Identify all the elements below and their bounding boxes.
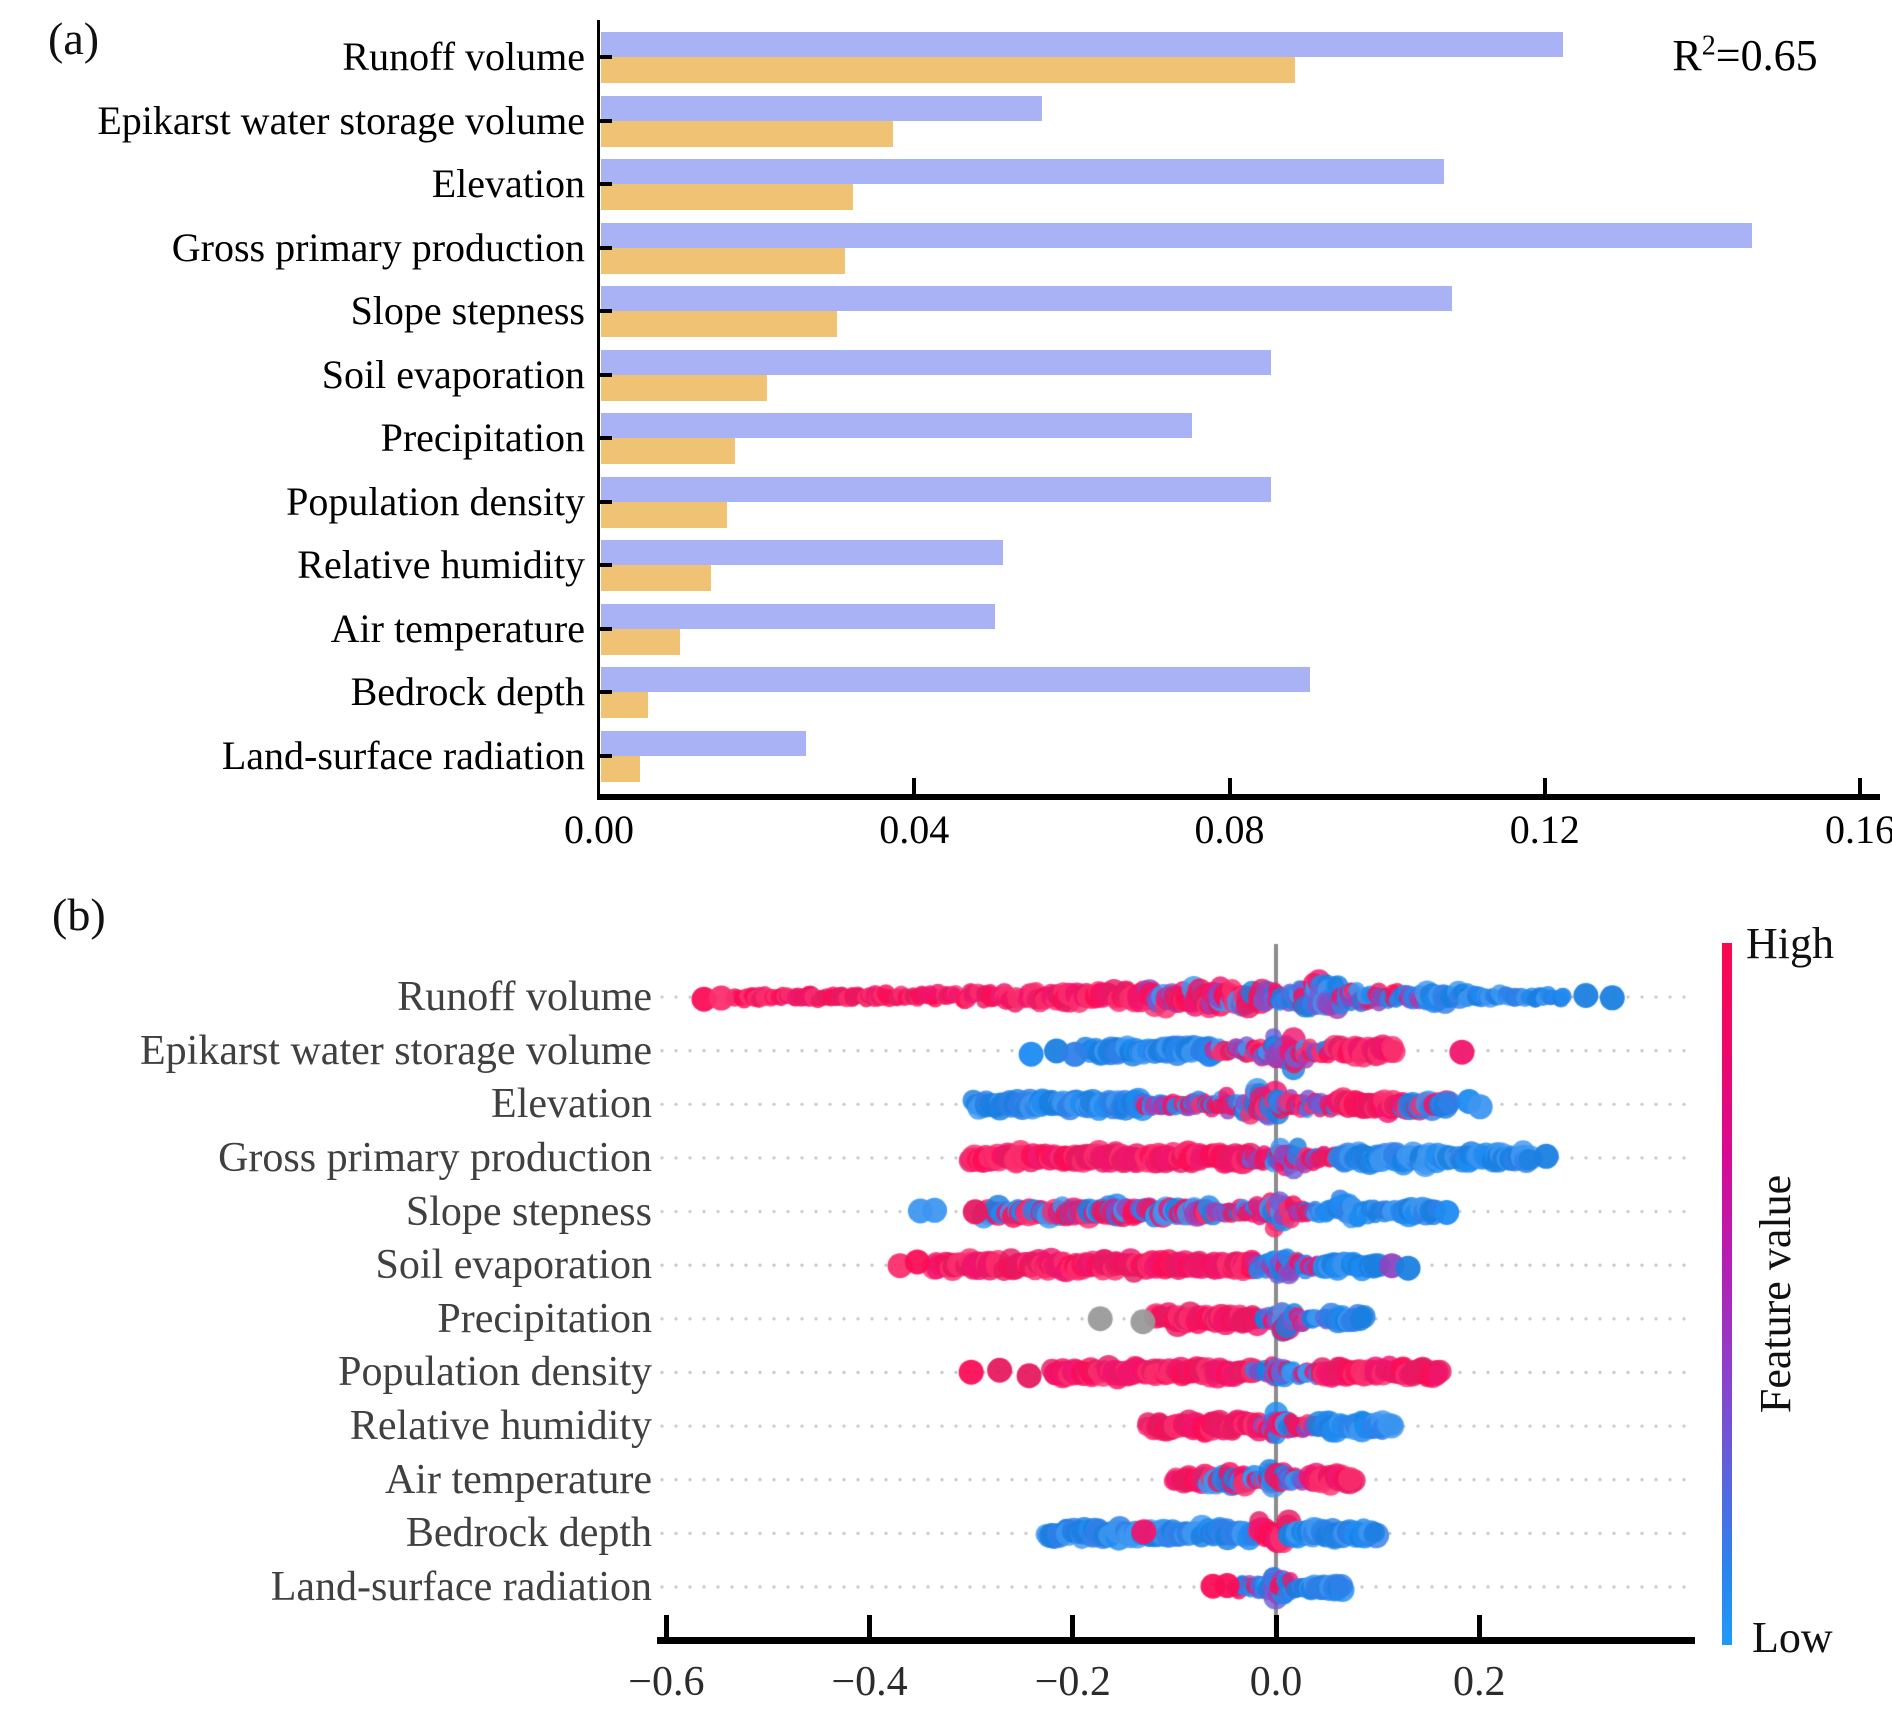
importance-bar-blue <box>601 540 1003 565</box>
importance-bar-orange <box>601 692 649 718</box>
y-axis-tick <box>599 626 612 631</box>
beeswarm-row-label: Relative humidity <box>349 1403 652 1450</box>
beeswarm-row-label: Gross primary production <box>218 1134 652 1181</box>
beeswarm-row-label: Soil evaporation <box>375 1242 652 1289</box>
bar-row-label: Relative humidity <box>297 542 585 587</box>
importance-bar-orange <box>601 120 893 147</box>
bar-row-label: Land-surface radiation <box>221 732 585 778</box>
importance-bar-blue <box>601 159 1445 184</box>
importance-bar-orange <box>601 755 641 782</box>
importance-bar-orange <box>601 628 680 655</box>
x-axis-tick-label-b: −0.2 <box>1034 1659 1111 1705</box>
importance-bar-blue <box>601 413 1193 438</box>
bar-row-label: Soil evaporation <box>321 351 585 397</box>
bar-row-label: Bedrock depth <box>350 669 585 714</box>
feature-value-colorbar <box>1722 943 1732 1645</box>
x-axis-tick-label-a: 0.00 <box>564 807 634 852</box>
beeswarm-row-label: Population density <box>338 1349 652 1396</box>
y-axis-spine <box>597 20 600 800</box>
bar-row-label: Elevation <box>431 161 585 206</box>
beeswarm-row-label: Bedrock depth <box>405 1510 652 1557</box>
x-axis-tick-b <box>1273 1615 1279 1637</box>
panel-a-tag: (a) <box>48 13 100 64</box>
bar-row-label: Gross primary production <box>171 224 585 270</box>
y-axis-tick <box>599 690 612 694</box>
importance-bar-orange <box>601 57 1295 83</box>
x-axis-tick-a <box>912 778 917 794</box>
x-axis-tick-b <box>663 1615 669 1637</box>
y-axis-tick <box>599 245 612 250</box>
x-axis-tick-label-b: −0.6 <box>628 1659 705 1705</box>
importance-bar-blue <box>601 730 806 756</box>
importance-bar-orange <box>601 184 854 210</box>
colorbar-low-label: Low <box>1752 1613 1833 1662</box>
x-axis-tick-a <box>1858 778 1862 794</box>
x-axis-tick-label-a: 0.16 <box>1825 807 1892 852</box>
importance-bar-blue <box>601 603 996 629</box>
bar-row-label: Slope stepness <box>350 288 585 333</box>
x-axis-tick-label-b: 0.2 <box>1452 1659 1506 1705</box>
importance-bar-orange <box>601 565 712 591</box>
y-axis-tick <box>599 563 612 567</box>
bar-row-label: Air temperature <box>330 605 585 651</box>
beeswarm-row-label: Elevation <box>491 1081 652 1128</box>
beeswarm-row-label: Epikarst water storage volume <box>140 1027 652 1074</box>
importance-bar-blue <box>601 667 1311 692</box>
importance-bar-orange <box>601 374 767 401</box>
importance-bar-blue <box>601 476 1271 502</box>
importance-bar-orange <box>601 311 838 337</box>
x-axis-line-b <box>657 1637 1695 1644</box>
y-axis-tick <box>599 118 612 123</box>
x-axis-tick-label-a: 0.12 <box>1509 807 1580 852</box>
importance-bar-orange <box>601 438 735 464</box>
y-axis-tick <box>599 753 612 758</box>
y-axis-tick <box>599 499 612 504</box>
r-squared-annotation: R2=0.65 <box>1615 30 1875 81</box>
x-axis-tick-b <box>867 1615 873 1637</box>
importance-bar-blue <box>601 222 1752 248</box>
x-axis-tick-label-b: −0.4 <box>831 1659 908 1705</box>
y-axis-tick <box>599 309 612 313</box>
x-axis-tick-label-b: 0.0 <box>1249 1659 1303 1705</box>
r2-base: R <box>1672 31 1702 80</box>
importance-bar-blue <box>601 32 1563 57</box>
bar-row-label: Epikarst water storage volume <box>97 97 585 143</box>
beeswarm-row-label: Runoff volume <box>397 974 652 1020</box>
importance-bar-blue <box>601 95 1043 121</box>
importance-bar-blue <box>601 286 1453 311</box>
x-axis-tick-b <box>1070 1615 1076 1637</box>
x-axis-tick-a <box>1227 778 1232 794</box>
beeswarm-row-label: Air temperature <box>384 1456 652 1503</box>
bar-row-label: Precipitation <box>380 415 585 460</box>
x-axis-tick-label-a: 0.04 <box>879 807 950 852</box>
y-axis-tick <box>599 182 612 186</box>
x-axis-tick-b <box>1476 1615 1482 1637</box>
y-axis-tick <box>599 436 612 440</box>
y-axis-tick <box>599 55 612 59</box>
x-axis-line-a <box>597 794 1880 800</box>
beeswarm-row-label: Precipitation <box>437 1295 652 1342</box>
importance-bar-orange <box>601 501 728 528</box>
beeswarm-row-label: Land-surface radiation <box>270 1563 652 1610</box>
colorbar-title: Feature value <box>1751 1174 1800 1414</box>
x-axis-tick-a <box>1542 778 1547 794</box>
y-axis-tick <box>599 372 612 377</box>
importance-bar-blue <box>601 349 1271 375</box>
bar-row-label: Runoff volume <box>342 34 585 79</box>
colorbar-high-label: High <box>1746 919 1834 968</box>
r2-rest: =0.65 <box>1715 31 1818 80</box>
bar-row-label: Population density <box>286 478 585 524</box>
panel-b-tag: (b) <box>52 889 106 940</box>
x-axis-tick-label-a: 0.08 <box>1194 807 1265 852</box>
beeswarm-row-label: Slope stepness <box>405 1188 652 1235</box>
importance-bar-orange <box>601 247 846 274</box>
r2-sup: 2 <box>1701 30 1716 62</box>
